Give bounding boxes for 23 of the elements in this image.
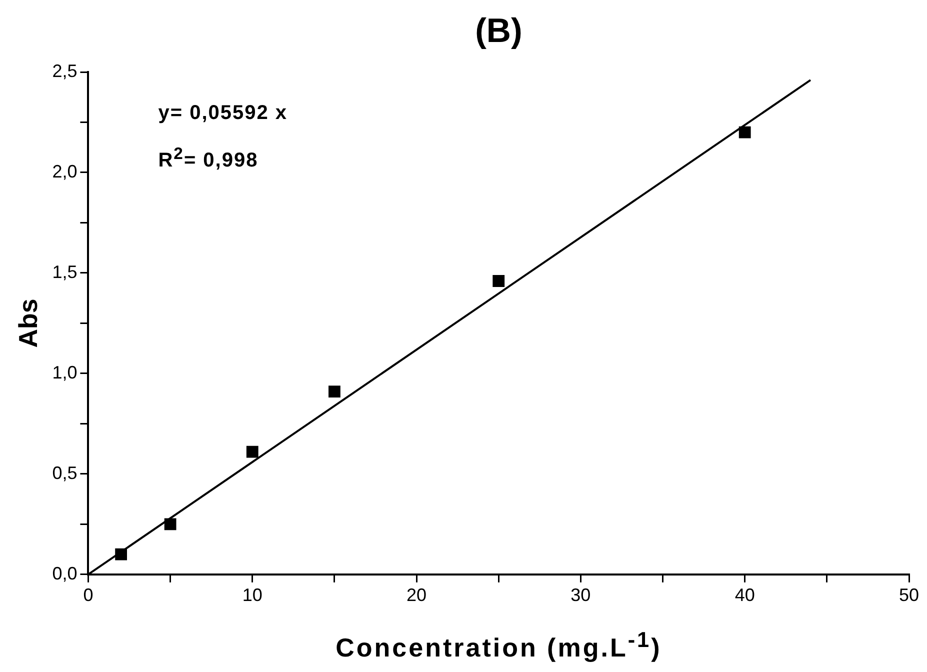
x-tick-label: 30: [570, 585, 591, 606]
y-tick-label: 1,5: [52, 262, 78, 282]
point: [246, 446, 258, 458]
point: [328, 386, 340, 398]
y-tick-label: 0,0: [52, 563, 78, 584]
y-tick-label: 1,0: [52, 362, 78, 382]
x-tick-label: 0: [83, 585, 94, 606]
y-tick-label: 2,5: [52, 60, 78, 81]
chart-title: (B): [475, 12, 522, 51]
annotation: R$^{2}$= 0,998: [158, 144, 258, 173]
point: [738, 126, 751, 138]
x-tick-label: 20: [406, 585, 427, 606]
y-tick-label: 2,0: [52, 161, 78, 182]
x-tick-label: 40: [734, 585, 755, 606]
y-axis-title: Abs: [12, 298, 43, 348]
annotation: y= 0,05592 x: [158, 102, 288, 125]
x-axis-title: Concentration (mg.L$^{-1}$): [336, 627, 662, 664]
x-tick-label: 50: [898, 585, 920, 606]
x-tick-label: 10: [242, 585, 262, 606]
y-tick-label: 0,5: [52, 462, 78, 483]
point: [115, 548, 128, 560]
point: [164, 518, 176, 530]
point: [492, 275, 505, 287]
